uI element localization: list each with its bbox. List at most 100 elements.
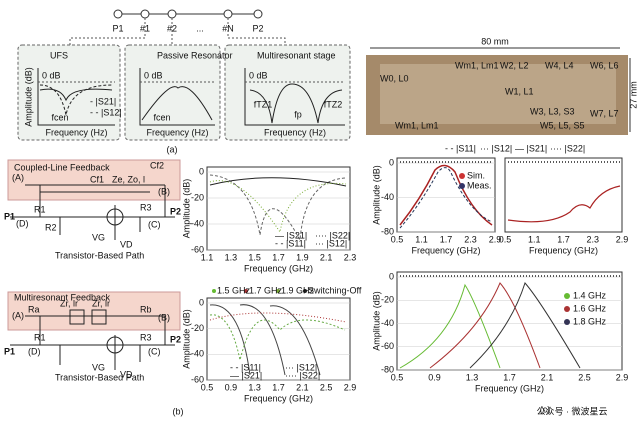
marker-label: fcen	[51, 112, 68, 122]
legend-item: Meas.	[467, 180, 492, 190]
y-tick-label: -80	[381, 364, 394, 374]
y-tick-label: -20	[191, 323, 204, 333]
dimension-label: Wm1, Lm1	[455, 60, 499, 70]
circuit-title: Coupled-Line Feedback	[14, 162, 110, 172]
x-tick-label: 1.1	[201, 252, 214, 262]
circuit-wires	[10, 184, 175, 370]
y-tick-label: -40	[191, 218, 204, 228]
y-tick-label: 0	[199, 297, 204, 307]
x-tick-label: 0.5	[201, 382, 214, 392]
legend-item: 1.5 GHz	[217, 285, 251, 295]
box-title: Multiresonant stage	[257, 50, 336, 60]
x-label: Frequency (Hz)	[45, 127, 107, 137]
circuit-label: Cf2	[150, 160, 164, 170]
dimension-label: Wm1, Lm1	[395, 120, 439, 130]
x-tick-label: 1.1	[415, 234, 428, 244]
x-tick-label: 1.7	[272, 382, 285, 392]
trace-label: - - |S12|	[90, 107, 122, 117]
circuit-label: (A)	[12, 172, 24, 182]
y-tick-label: -40	[381, 192, 394, 202]
x-label: Frequency (GHz)	[244, 393, 313, 403]
y-tick-label: 0	[199, 166, 204, 176]
x-tick-label: 0.5	[391, 234, 404, 244]
y-tick-label: -40	[191, 349, 204, 359]
dimension-label: W6, L6	[590, 60, 619, 70]
chain-label: #N	[222, 23, 234, 33]
watermark: 公众号 · 微波星云	[537, 405, 608, 416]
x-tick-label: 2.9	[489, 234, 502, 244]
dimension-label: W7, L7	[590, 108, 619, 118]
legend-item: ···· |S22|	[550, 143, 585, 153]
x-tick-label: 2.1	[296, 382, 309, 392]
x-tick-label: 2.3	[344, 252, 357, 262]
circuit-label: P2	[170, 206, 181, 216]
legend-item: 1.8 GHz	[573, 316, 607, 326]
circuit-label: Zr, lr	[92, 298, 110, 308]
dimension-label: W4, L4	[545, 60, 574, 70]
x-label: Frequency (Hz)	[146, 127, 208, 137]
concept-boxes	[17, 44, 351, 141]
circuit-label: VD	[120, 239, 133, 249]
panel-label: (a)	[167, 144, 178, 154]
x-tick-label: 2.3	[464, 234, 477, 244]
box-title: Passive Resonator	[157, 50, 233, 60]
marker-label: fp	[294, 109, 302, 119]
x-tick-label: 1.3	[248, 382, 261, 392]
x-tick-label: 0.9	[428, 372, 441, 382]
circuit-label: P1	[4, 211, 15, 221]
circuit-label: P2	[170, 334, 181, 344]
dimension-lines	[370, 47, 631, 132]
y-tick-label: -20	[381, 295, 394, 305]
dimension-label: W1, L1	[505, 86, 534, 96]
circuit-label: R1	[34, 332, 46, 342]
x-tick-label: 1.7	[272, 252, 285, 262]
legend-item: Sim.	[467, 170, 485, 180]
legend-item: 1.6 GHz	[573, 303, 607, 313]
circuit-label: VD	[120, 369, 133, 379]
chain-nodes	[113, 9, 263, 19]
panel-label: (b)	[173, 406, 184, 416]
x-tick-label: 1.7	[557, 234, 570, 244]
box-title: UFS	[50, 50, 68, 60]
y-label: Amplitude (dB)	[371, 291, 381, 351]
circuit-title: Multiresonant Feedback	[14, 292, 111, 302]
circuit-label: Rb	[140, 304, 152, 314]
x-label: Frequency (GHz)	[411, 245, 480, 255]
legend-swatches	[212, 173, 570, 325]
chain-branches	[69, 18, 286, 45]
legend-item: ···· |S22|	[315, 230, 350, 240]
x-tick-label: 1.3	[225, 252, 238, 262]
circuit-label: P1	[4, 346, 15, 356]
x-tick-label: 1.7	[440, 234, 453, 244]
ref-level: 0 dB	[42, 70, 61, 80]
legend-item: ···· |S22|	[285, 370, 320, 380]
x-label: Frequency (GHz)	[529, 245, 598, 255]
x-tick-label: 2.9	[616, 372, 629, 382]
y-tick-label: -60	[191, 244, 204, 254]
legend-item: — |S21|	[275, 230, 307, 240]
ref-level: 0 dB	[144, 70, 163, 80]
y-tick-label: -20	[191, 192, 204, 202]
dimension: 27 mm	[628, 81, 638, 109]
legend-item: ··· |S12|	[285, 362, 317, 372]
circuit-label: R3	[140, 332, 152, 342]
legend-item: - - |S11|	[445, 143, 476, 153]
marker-label: fcen	[153, 112, 170, 122]
legend-item: Switching-Off	[308, 285, 362, 295]
y-label: Amplitude (dB)	[181, 309, 191, 369]
concept-axes	[37, 68, 345, 126]
chain-label: ...	[196, 23, 204, 33]
x-tick-label: 0.5	[499, 234, 512, 244]
y-label: Amplitude (dB)	[371, 165, 381, 225]
trace-label: - |S21|	[90, 96, 116, 106]
legend-item: 1.4 GHz	[573, 290, 607, 300]
circuit-label: (D)	[16, 218, 29, 228]
panel-label: (c)	[540, 404, 551, 414]
legend-item: - - |S11|	[275, 238, 306, 248]
chain-label: P1	[112, 23, 123, 33]
x-tick-label: 2.1	[541, 372, 554, 382]
circuit-label: VG	[92, 362, 105, 372]
legend-item: ··· |S12|	[315, 238, 347, 248]
chain-label: #2	[167, 23, 177, 33]
